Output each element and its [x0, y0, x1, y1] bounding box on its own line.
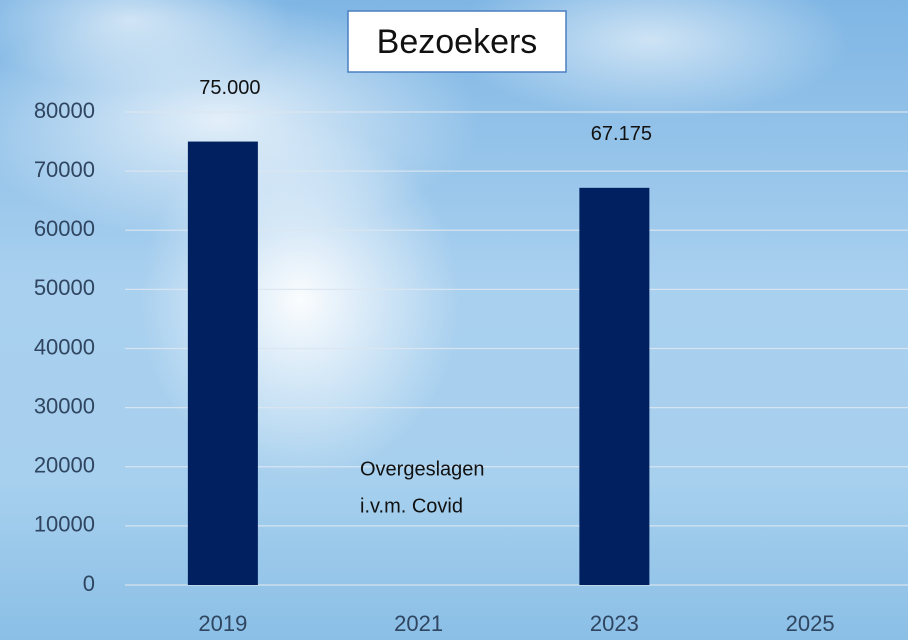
- y-tick-label: 20000: [34, 453, 95, 478]
- y-tick-label: 0: [83, 571, 95, 596]
- x-tick-label: 2021: [394, 611, 443, 636]
- y-tick-label: 40000: [34, 334, 95, 359]
- annotation: i.v.m. Covid: [360, 495, 463, 517]
- bar: [188, 142, 258, 585]
- y-tick-label: 80000: [34, 98, 95, 123]
- y-tick-label: 30000: [34, 393, 95, 418]
- value-label: 75.000: [199, 77, 260, 99]
- x-tick-label: 2019: [198, 611, 247, 636]
- y-tick-label: 50000: [34, 275, 95, 300]
- y-tick-label: 10000: [34, 512, 95, 537]
- annotation: Overgeslagen: [360, 458, 485, 480]
- bar: [579, 188, 649, 585]
- x-tick-label: 2023: [590, 611, 639, 636]
- chart-title: Bezoekers: [377, 23, 538, 61]
- chart: Bezoekers 0 10000 20000 30000 40000 50000 6000…: [0, 0, 908, 640]
- value-label: 67.175: [591, 123, 652, 145]
- x-tick-label: 2025: [786, 611, 835, 636]
- y-tick-label: 70000: [34, 157, 95, 182]
- y-tick-label: 60000: [34, 216, 95, 241]
- page: Bezoekers 0 10000 20000 30000 40000 50000 6000…: [0, 0, 908, 640]
